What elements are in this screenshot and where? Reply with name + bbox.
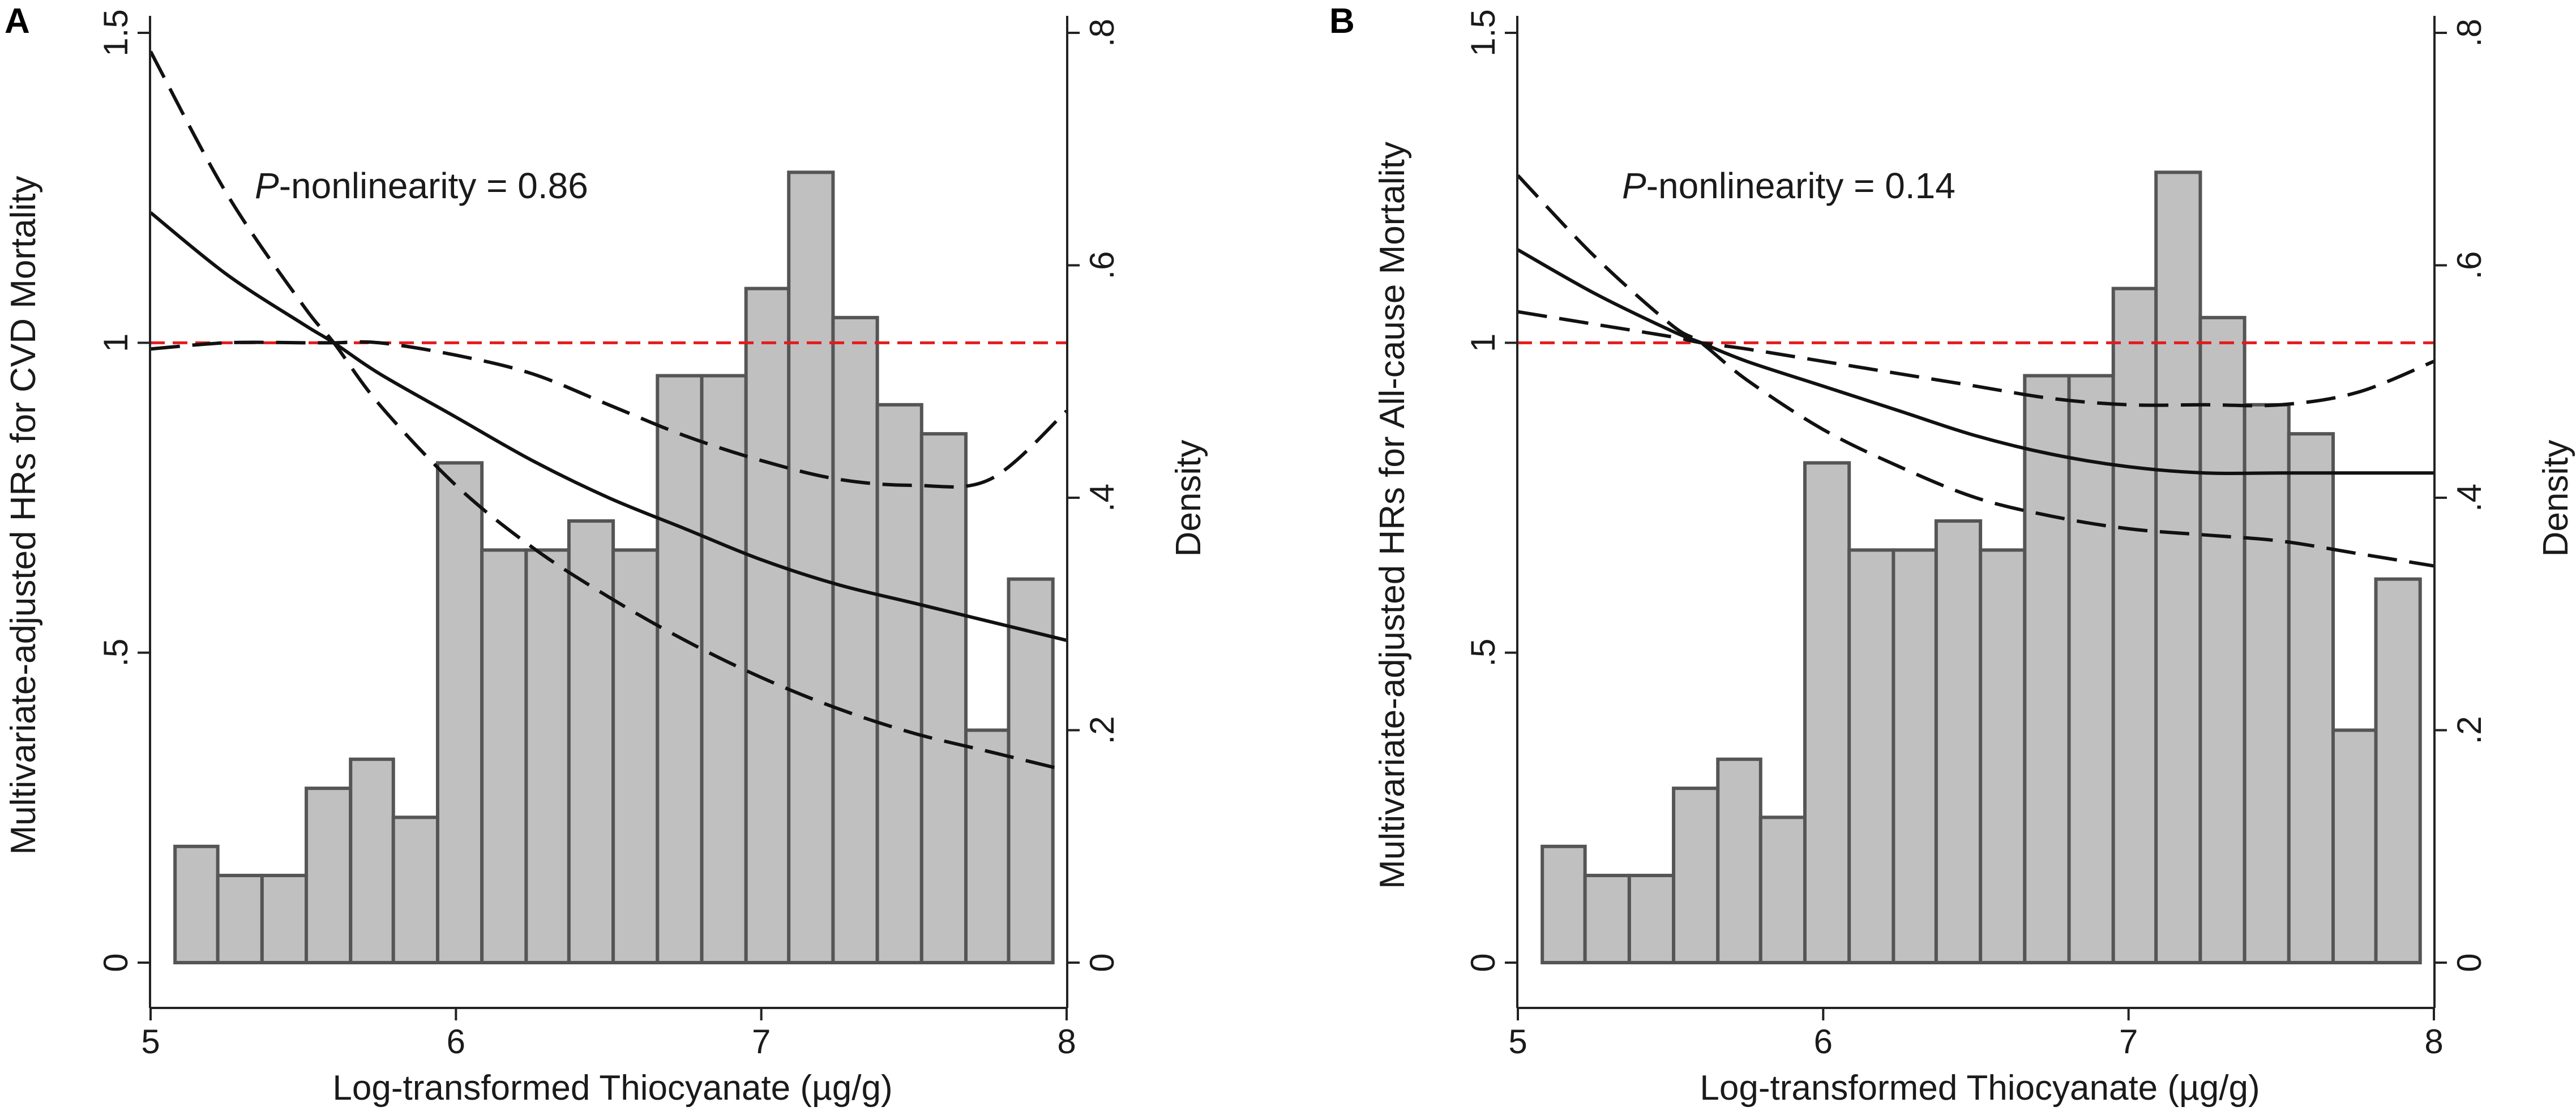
histogram-bar [1758,815,1807,964]
histogram [173,170,1055,964]
y2-tick-label: .8 [2450,19,2488,47]
panel-b: B 5 6 7 8 0 .5 1 1.5 0 .2 .4 .6 .8 Log-transformed T… [1329,2,2575,1108]
histogram-bar [1672,787,1720,964]
y2-tick-label: .2 [2450,716,2488,744]
histogram-bar [480,548,528,964]
x-axis-label: Log-transformed Thiocyanate (µg/g) [1700,1069,2260,1108]
x-tick-label: 8 [1057,1023,1076,1061]
panel-letter: B [1329,2,1355,41]
y-tick-label: 0 [97,953,135,972]
histogram-bar [1803,461,1851,964]
histogram-bar [919,432,968,964]
y2-tick-label: .4 [1083,484,1121,512]
axes: 5 6 7 8 0 .5 1 1.5 0 .2 .4 .6 .8 [1464,9,2488,1061]
histogram-bar [1583,874,1631,964]
ci-curve [149,50,1067,772]
histogram-bar [2198,315,2246,964]
histogram-bar [2243,403,2291,964]
histogram-bar [787,170,835,964]
annotation-text: -nonlinearity = 0.86 [279,165,588,206]
ci-curve [1516,174,2434,568]
histogram-bar [2331,728,2378,964]
histogram-bar [567,519,615,964]
histogram-bar [1979,548,2027,964]
x-tick-label: 5 [141,1023,160,1061]
histogram-bar [1892,548,1938,964]
panel-letter: A [5,2,30,41]
y-tick-label: 1.5 [1464,9,1502,56]
y2-tick-label: .8 [1083,19,1121,47]
histogram-bar [173,844,220,964]
y2-tick-label: .4 [2450,484,2488,512]
x-axis-label: Log-transformed Thiocyanate (µg/g) [332,1069,892,1108]
histogram-bar [524,548,571,964]
y-tick-label: 1 [97,334,135,352]
curves [1516,174,2435,568]
histogram-bar [435,461,484,964]
histogram-bar [349,757,395,964]
histogram-bar [1007,577,1055,964]
curves [149,50,1068,772]
histogram-bar [2154,170,2202,964]
x-tick-label: 7 [2119,1023,2138,1061]
y2-tick-label: .6 [2450,251,2488,279]
annotation-p: P [255,165,279,206]
axes: 5 6 7 8 0 .5 1 1.5 0 .2 .4 .6 .8 [97,9,1121,1061]
y-axis-label: Multivariate-adjusted HRs for All-cause … [1373,142,1412,889]
histogram-bar [2111,287,2158,964]
panel-a: A 5 6 7 8 0 .5 1 1.5 0 .2 .4 .6 .8 Log-transformed T… [4,2,1208,1108]
histogram-bar [964,728,1011,964]
x-tick-label: 5 [1508,1023,1527,1061]
y-tick-label: 0 [1464,953,1502,972]
histogram-bar [260,874,309,964]
histogram-bar [2023,374,2071,964]
histogram [1541,170,2422,964]
histogram-bar [1934,519,1983,964]
histogram-bar [744,287,791,964]
p-nonlinearity-annotation: P-nonlinearity = 0.86 [255,165,588,206]
histogram-bar [391,815,439,964]
x-tick-label: 7 [752,1023,771,1061]
histogram-bar [216,874,264,964]
y2-axis-label: Density [1169,440,1208,557]
x-tick-label: 8 [2424,1023,2443,1061]
histogram-bar [1847,548,1895,964]
y2-tick-label: 0 [2450,953,2488,972]
hr-curve [1517,248,2434,476]
histogram-bar [831,315,879,964]
y-tick-label: 1.5 [97,9,135,56]
y2-axis-label: Density [2536,440,2575,557]
x-tick-label: 6 [1814,1023,1833,1061]
ci-curve [1517,310,2435,408]
histogram-bar [1627,874,1676,964]
histogram-bar [1541,844,1587,964]
hr-curve [149,211,1067,642]
histogram-bar [305,787,353,964]
histogram-bar [656,374,704,964]
histogram-bar [1716,757,1762,964]
histogram-bar [611,548,660,964]
annotation-p: P [1622,165,1646,206]
y2-tick-label: .6 [1083,251,1121,279]
annotation-text: -nonlinearity = 0.14 [1646,165,1955,206]
y-axis-label: Multivariate-adjusted HRs for CVD Mortal… [4,176,43,854]
y-tick-label: 1 [1464,334,1502,352]
y-tick-label: .5 [97,639,135,667]
x-tick-label: 6 [447,1023,465,1061]
histogram-bar [2374,577,2422,964]
histogram-bar [875,403,923,964]
y2-tick-label: .2 [1083,716,1121,744]
p-nonlinearity-annotation: P-nonlinearity = 0.14 [1622,165,1955,206]
y-tick-label: .5 [1464,639,1502,667]
y2-tick-label: 0 [1083,953,1121,972]
histogram-bar [700,374,748,964]
histogram-bar [2287,432,2335,964]
